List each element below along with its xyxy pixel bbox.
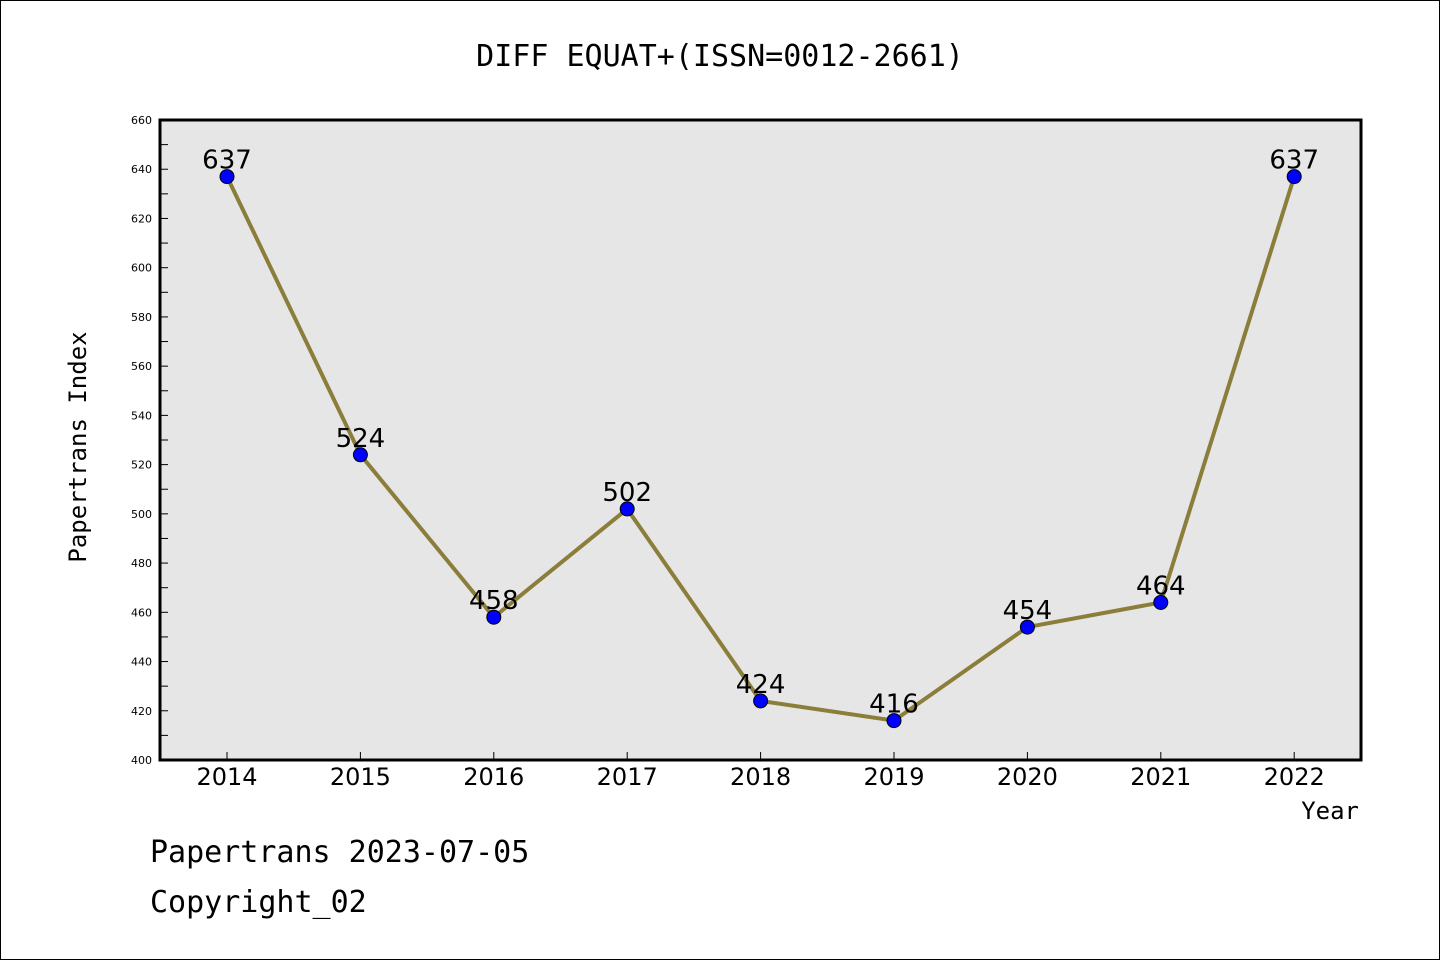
x-tick-label: 2019 <box>863 763 924 791</box>
y-tick-label: 480 <box>131 557 152 570</box>
chart-title: DIFF EQUAT+(ISSN=0012-2661) <box>476 39 964 74</box>
data-point <box>1019 619 1035 635</box>
x-tick-label: 2017 <box>597 763 658 791</box>
data-point <box>352 447 368 463</box>
y-tick-label: 620 <box>131 212 152 225</box>
y-axis-ticks: 400 420 440 460 480 500 520 540 560 580 600 620 640 6… <box>131 114 168 767</box>
data-label: 637 <box>202 146 252 176</box>
footer-date-text: Papertrans 2023-07-05 <box>150 835 530 870</box>
data-label: 458 <box>469 586 519 616</box>
y-tick-label: 640 <box>131 163 152 176</box>
data-label: 416 <box>869 690 919 720</box>
y-tick-label: 660 <box>131 114 152 127</box>
x-tick-label: 2015 <box>330 763 391 791</box>
data-label: 424 <box>736 670 786 700</box>
x-axis-ticks: 2014 2015 2016 2017 2018 2019 2020 2021 2022 <box>196 752 1325 791</box>
footer-copyright-text: Copyright_02 <box>150 885 367 920</box>
data-point <box>486 609 502 625</box>
data-label: 502 <box>602 478 652 508</box>
x-tick-label: 2016 <box>463 763 524 791</box>
data-point <box>219 169 235 185</box>
data-point <box>886 713 902 729</box>
x-tick-label: 2021 <box>1130 763 1191 791</box>
y-tick-label: 440 <box>131 656 152 669</box>
y-tick-label: 500 <box>131 508 152 521</box>
data-label: 637 <box>1269 146 1319 176</box>
y-axis-label: Papertrans Index <box>64 331 92 562</box>
data-point <box>1153 594 1169 610</box>
y-tick-label: 580 <box>131 311 152 324</box>
y-tick-label: 520 <box>131 459 152 472</box>
plot-area <box>158 118 1363 762</box>
x-tick-label: 2022 <box>1264 763 1325 791</box>
data-point <box>619 501 635 517</box>
y-tick-label: 420 <box>131 705 152 718</box>
data-point <box>1286 169 1302 185</box>
data-label: 524 <box>336 424 386 454</box>
y-tick-label: 460 <box>131 606 152 619</box>
data-point <box>753 693 769 709</box>
x-tick-label: 2014 <box>196 763 257 791</box>
x-axis-label: Year <box>1301 797 1359 825</box>
y-tick-label: 600 <box>131 262 152 275</box>
y-tick-label: 540 <box>131 409 152 422</box>
data-label: 454 <box>1003 596 1053 626</box>
x-tick-label: 2020 <box>997 763 1058 791</box>
x-tick-label: 2018 <box>730 763 791 791</box>
y-tick-label: 560 <box>131 360 152 373</box>
series-group: 637 524 458 502 424 416 454 464 637 <box>202 146 1319 729</box>
data-label: 464 <box>1136 571 1186 601</box>
y-tick-label: 400 <box>131 754 152 767</box>
